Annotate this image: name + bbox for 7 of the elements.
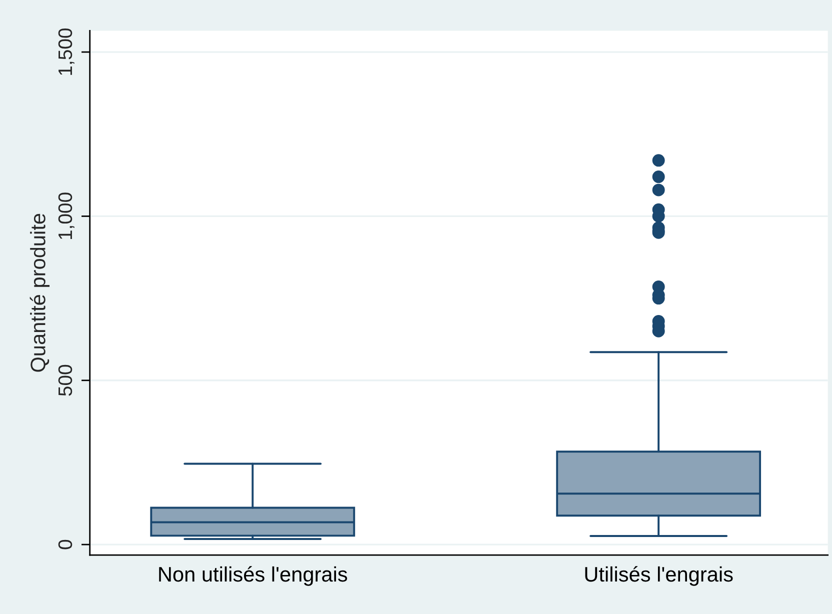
y-tick-label: 0 (58, 540, 72, 550)
y-axis-title: Quantité produite (30, 214, 50, 372)
y-tick-label: 500 (58, 364, 72, 396)
y-tick-label: 1,500 (58, 28, 74, 75)
x-tick-label: Non utilisés l'engrais (159, 566, 348, 586)
x-tick-label: Utilisés l'engrais (585, 566, 733, 586)
y-tick-label: 1,000 (58, 192, 74, 240)
